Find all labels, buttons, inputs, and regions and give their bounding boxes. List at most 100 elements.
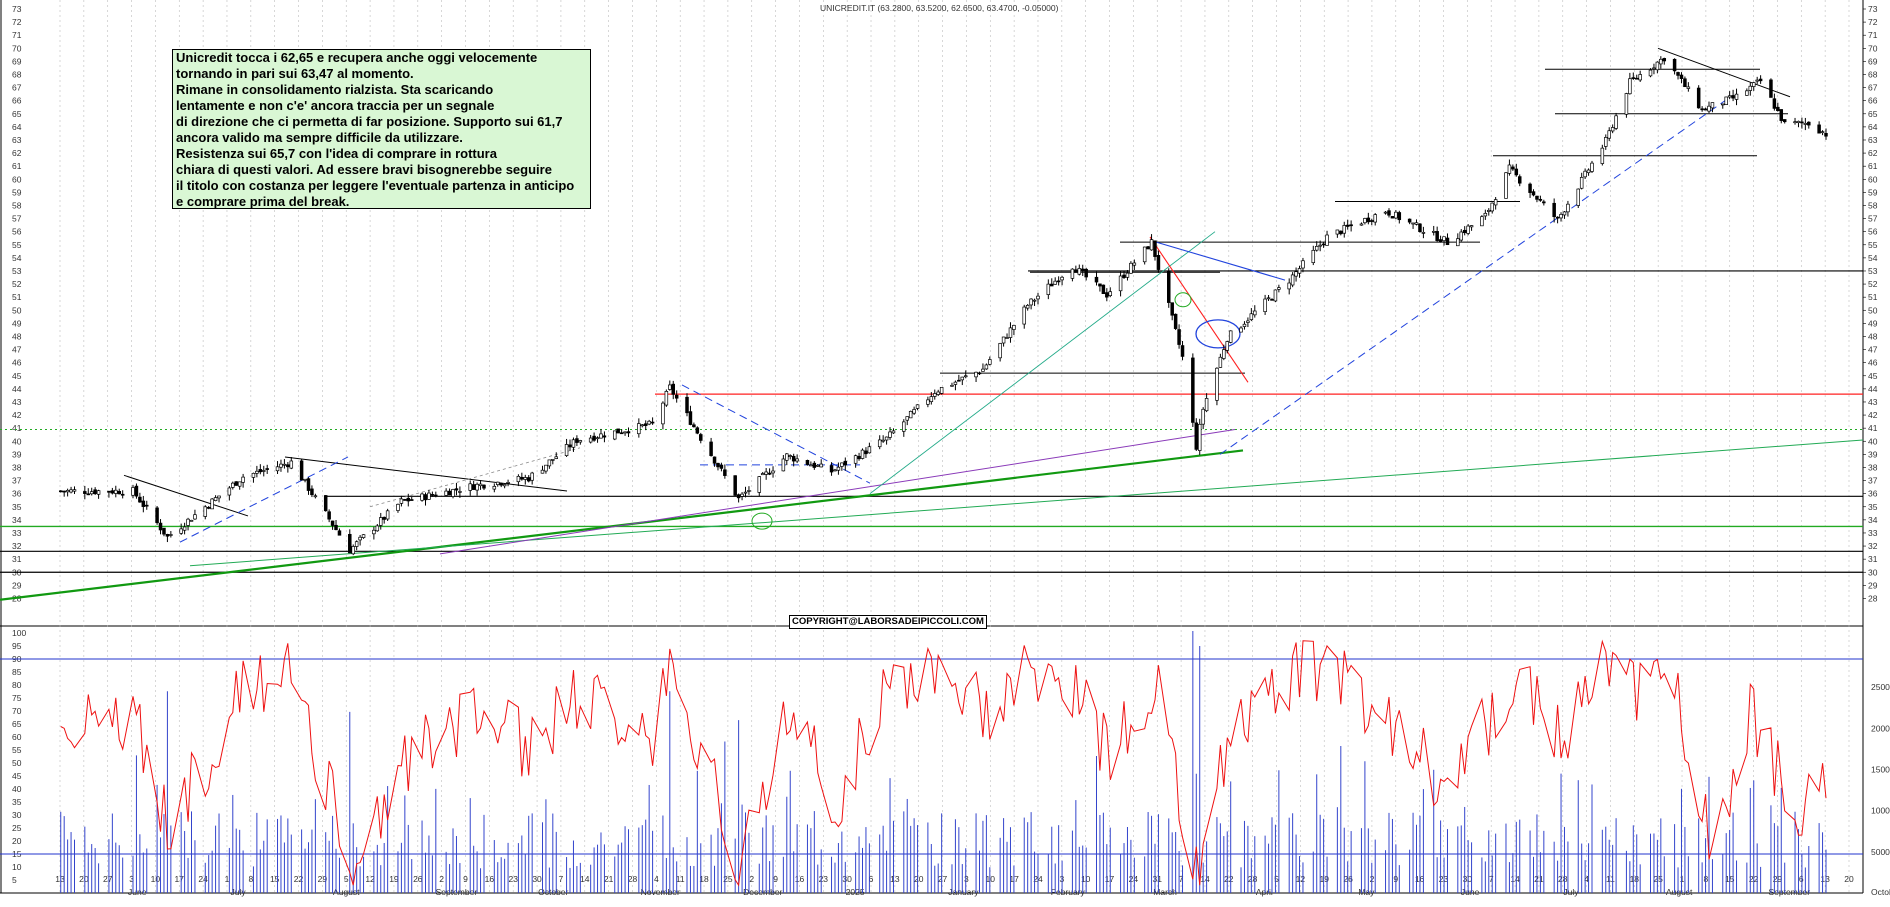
candle-body — [354, 541, 359, 547]
annotation-line: di direzione che ci permetta di far posi… — [176, 114, 563, 129]
candle-body — [526, 477, 531, 482]
candle-body — [695, 427, 700, 434]
candle-body — [434, 494, 438, 497]
candle-body — [963, 375, 968, 378]
candle-body — [950, 384, 954, 387]
candle-body — [692, 424, 696, 428]
price-tick-label-left: 67 — [12, 83, 22, 93]
price-tick-label-left: 56 — [12, 227, 22, 237]
candle-body — [306, 478, 311, 491]
x-tick-label: 13 — [890, 874, 900, 884]
month-label: July — [1563, 887, 1579, 897]
oscillator-tick-label: 75 — [12, 693, 22, 703]
x-tick-label: 10 — [151, 874, 161, 884]
candle-body — [1173, 313, 1178, 329]
candle-body — [237, 481, 242, 487]
price-tick-label-left: 71 — [12, 30, 22, 40]
price-tick-label-right: 29 — [1868, 580, 1878, 590]
candle-body — [568, 444, 572, 448]
candle-body — [520, 476, 524, 480]
x-tick-label: 13 — [1820, 874, 1830, 884]
x-tick-label: 2 — [439, 874, 444, 884]
month-label: November — [641, 887, 680, 897]
candle-body — [540, 469, 545, 474]
x-tick-label: 21 — [1534, 874, 1544, 884]
x-tick-label: 20 — [1844, 874, 1854, 884]
volume-tick-label: 5000 — [1871, 847, 1890, 857]
candle-body — [912, 409, 916, 414]
candle-body — [1146, 246, 1150, 250]
x-tick-label: 23 — [819, 874, 829, 884]
price-tick-label-left: 44 — [12, 384, 22, 394]
price-tick-label-left: 32 — [12, 541, 22, 551]
price-tick-label-right: 48 — [1868, 331, 1878, 341]
candle-body — [602, 435, 607, 438]
x-tick-label: 22 — [1224, 874, 1234, 884]
candle-body — [217, 495, 221, 499]
candle-body — [1225, 341, 1230, 351]
candle-body — [1700, 108, 1704, 111]
candle-body — [1662, 58, 1667, 62]
trendline-green-steep — [869, 231, 1216, 495]
volume-tick-label: 25000 — [1871, 682, 1890, 692]
candle-body — [141, 500, 146, 507]
candle-body — [1600, 147, 1605, 164]
candle-body — [351, 546, 355, 555]
candle-body — [475, 483, 479, 491]
candle-body — [650, 421, 655, 424]
candle-body — [733, 475, 737, 496]
month-label: May — [1358, 887, 1375, 897]
candle-body — [1590, 162, 1594, 172]
price-tick-label-left: 58 — [12, 200, 22, 210]
candle-body — [747, 490, 751, 492]
candle-body — [551, 459, 555, 461]
candle-body — [1253, 310, 1257, 316]
candle-body — [96, 490, 101, 495]
candle-body — [427, 492, 431, 500]
candle-body — [530, 472, 534, 481]
candle-body — [1001, 336, 1006, 344]
x-tick-label: 9 — [463, 874, 468, 884]
x-tick-label: 24 — [1129, 874, 1139, 884]
trendline-black — [284, 456, 568, 492]
chart-title: UNICREDIT.IT (63.2800, 63.5200, 62.6500,… — [820, 3, 1059, 13]
candle-body — [1080, 268, 1085, 271]
price-tick-label-left: 63 — [12, 135, 22, 145]
candle-body — [158, 522, 163, 531]
oscillator-tick-label: 60 — [12, 732, 22, 742]
candle-body — [1462, 229, 1467, 234]
candle-body — [337, 530, 342, 536]
candle-body — [89, 491, 94, 495]
x-tick-label: 8 — [248, 874, 253, 884]
candle-body — [83, 491, 87, 494]
candle-body — [372, 529, 376, 535]
candle-body — [840, 462, 844, 467]
candle-body — [1105, 292, 1109, 298]
candle-body — [960, 376, 965, 381]
candle-body — [275, 466, 280, 472]
candle-body — [915, 404, 920, 409]
month-label: August — [333, 887, 360, 897]
month-label: August — [1666, 887, 1693, 897]
candle-body — [891, 430, 896, 434]
x-tick-label: 4 — [654, 874, 659, 884]
candle-body — [857, 455, 861, 460]
candle-body — [1125, 272, 1130, 278]
trendline-purple — [439, 428, 1236, 555]
candle-body — [1807, 121, 1811, 126]
candle-body — [358, 536, 362, 541]
oscillator-tick-label: 40 — [12, 784, 22, 794]
price-tick-label-right: 62 — [1868, 148, 1878, 158]
candle-body — [1480, 216, 1484, 227]
candle-body — [571, 439, 576, 448]
candle-body — [740, 493, 744, 497]
candle-body — [1094, 276, 1099, 283]
price-tick-label-left: 69 — [12, 56, 22, 66]
candle-body — [1394, 211, 1398, 219]
month-label: March — [1153, 887, 1177, 897]
candle-body — [234, 481, 238, 486]
price-tick-label-right: 52 — [1868, 279, 1878, 289]
candle-body — [688, 411, 693, 425]
candle-body — [809, 464, 813, 467]
candle-body — [1153, 240, 1157, 257]
